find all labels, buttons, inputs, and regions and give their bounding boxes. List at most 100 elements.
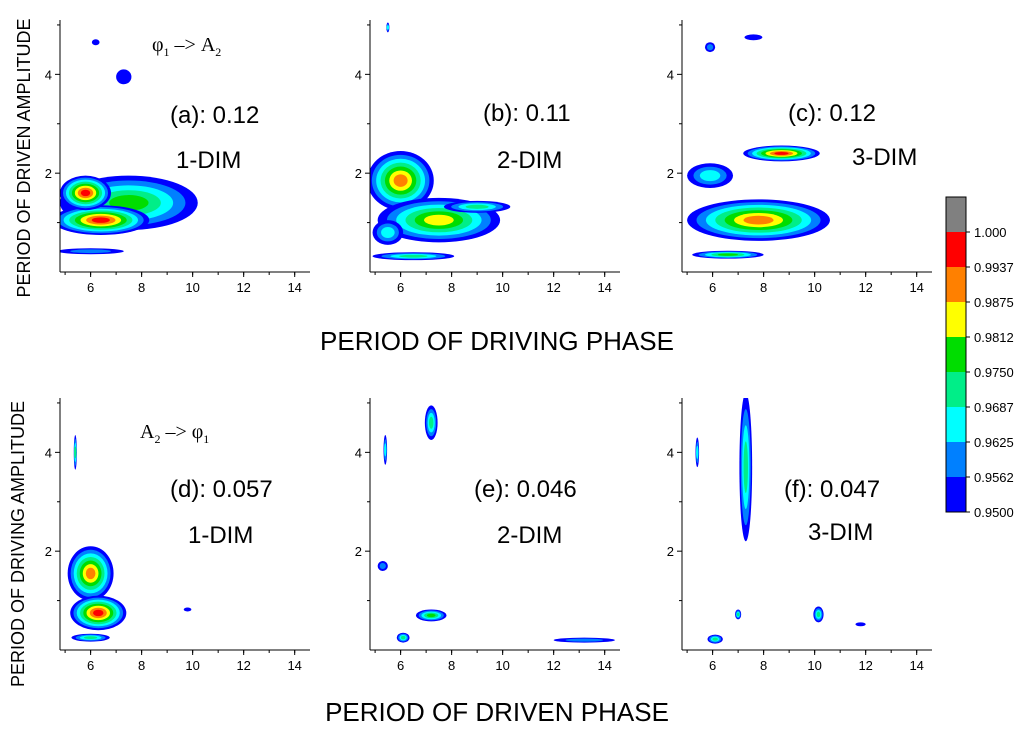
contour-level <box>717 253 739 256</box>
contour-level <box>400 635 406 640</box>
colorbar-swatch <box>946 267 966 302</box>
x-tick-label: 8 <box>760 658 767 673</box>
colorbar-label: 0.9750 <box>974 365 1014 380</box>
contour-level <box>565 638 604 642</box>
colorbar-label: 0.9687 <box>974 400 1014 415</box>
x-tick-label: 14 <box>597 658 611 673</box>
note-from-sub: 1 <box>164 45 170 59</box>
contour-level <box>696 445 699 459</box>
y-tick-label: 4 <box>45 445 52 460</box>
panel-c-dim: 3-DIM <box>852 144 917 171</box>
panel-d-label: (d): 0.057 <box>170 476 273 503</box>
x-tick-label: 12 <box>236 280 250 295</box>
x-tick-label: 6 <box>87 658 94 673</box>
contour-level <box>91 39 100 46</box>
x-tick-label: 8 <box>138 280 145 295</box>
contour-level <box>379 562 386 570</box>
panel-e-dim: 2-DIM <box>497 522 562 549</box>
contour-level <box>743 441 748 493</box>
contour-level <box>384 443 387 457</box>
note-from: A <box>140 421 155 443</box>
x-tick-label: 6 <box>709 658 716 673</box>
contour-level <box>381 226 395 238</box>
colorbar-swatch <box>946 337 966 372</box>
panel-b: 6 8 10 12 14 2 4 (b): 0.11 2-DIM <box>355 20 620 295</box>
contour-level <box>699 170 721 182</box>
x-tick-label: 12 <box>546 658 560 673</box>
contour-level <box>116 69 132 85</box>
note-from-sub: 2 <box>154 432 160 446</box>
contour-level <box>743 215 774 225</box>
colorbar-label: 0.9500 <box>974 505 1014 520</box>
contour-level <box>85 567 96 580</box>
x-tick-label: 10 <box>807 658 821 673</box>
colorbar-swatch <box>946 442 966 477</box>
x-tick-label: 10 <box>495 280 509 295</box>
colorbar-label: 0.9562 <box>974 470 1014 485</box>
contour-level <box>70 249 112 254</box>
contour-level <box>706 44 714 51</box>
contour-level <box>93 609 104 617</box>
colorbar-swatch <box>946 477 966 512</box>
panel-b-label: (b): 0.11 <box>483 100 571 127</box>
y-tick-label: 4 <box>667 67 674 82</box>
contour-level <box>426 613 436 618</box>
contour-level <box>183 607 192 612</box>
y-tick-label: 4 <box>355 67 362 82</box>
panel-f-contours <box>695 398 866 644</box>
x-tick-label: 14 <box>597 280 611 295</box>
panel-f-dim: 3-DIM <box>808 519 873 546</box>
panel-e-axes: 6 8 10 12 14 2 4 <box>355 398 620 673</box>
y-tick-label: 4 <box>355 445 362 460</box>
panel-e-label: (e): 0.046 <box>474 476 577 503</box>
y-tick-label: 4 <box>667 445 674 460</box>
colorbar-label: 0.9937 <box>974 260 1014 275</box>
note-arrow: –> <box>170 34 201 56</box>
panel-b-axes: 6 8 10 12 14 2 4 <box>355 20 620 295</box>
x-tick-label: 12 <box>546 280 560 295</box>
colorbar-swatch <box>946 372 966 407</box>
contour-level <box>83 636 98 640</box>
colorbar-frame <box>945 196 967 513</box>
x-tick-label: 14 <box>287 280 301 295</box>
contour-level <box>424 214 454 226</box>
x-tick-label: 6 <box>709 280 716 295</box>
x-tick-label: 14 <box>287 658 301 673</box>
contour-level <box>774 151 789 155</box>
contour-level <box>393 174 408 187</box>
x-tick-label: 8 <box>448 658 455 673</box>
panel-f-label: (f): 0.047 <box>784 476 880 503</box>
y-tick-label: 4 <box>45 67 52 82</box>
contour-level <box>712 637 718 641</box>
y-tick-label: 2 <box>45 166 52 181</box>
colorbar-label: 0.9812 <box>974 330 1014 345</box>
panel-f: 6 8 10 12 14 2 4 (f): 0.047 3-DIM <box>667 398 932 673</box>
y-axis-title-top: PERIOD OF DRIVEN AMPLITUDE <box>14 18 34 297</box>
x-tick-label: 8 <box>448 280 455 295</box>
panel-d-dim: 1-DIM <box>188 522 253 549</box>
contour-level <box>80 189 91 197</box>
panel-a-label: (a): 0.12 <box>170 102 259 129</box>
panel-f-axes: 6 8 10 12 14 2 4 <box>667 398 932 673</box>
x-tick-label: 14 <box>909 280 923 295</box>
x-tick-label: 6 <box>87 280 94 295</box>
x-tick-label: 10 <box>185 658 199 673</box>
contour-level <box>816 611 821 618</box>
direction-note-bottom: A2 –> φ1 <box>140 421 209 446</box>
x-tick-label: 8 <box>760 280 767 295</box>
panel-c-label: (c): 0.12 <box>788 100 876 127</box>
contour-level <box>465 204 489 209</box>
colorbar-swatch <box>946 232 966 267</box>
panel-b-contours <box>370 22 511 261</box>
contour-level <box>744 34 763 41</box>
contour-level <box>74 446 77 459</box>
x-tick-label: 12 <box>858 658 872 673</box>
colorbar: 1.000 0.9937 0.9875 0.9812 0.9750 0.9687 0.962… <box>945 196 1014 520</box>
panel-a-contours <box>60 39 198 255</box>
colorbar-label: 0.9875 <box>974 295 1014 310</box>
y-tick-label: 2 <box>355 166 362 181</box>
